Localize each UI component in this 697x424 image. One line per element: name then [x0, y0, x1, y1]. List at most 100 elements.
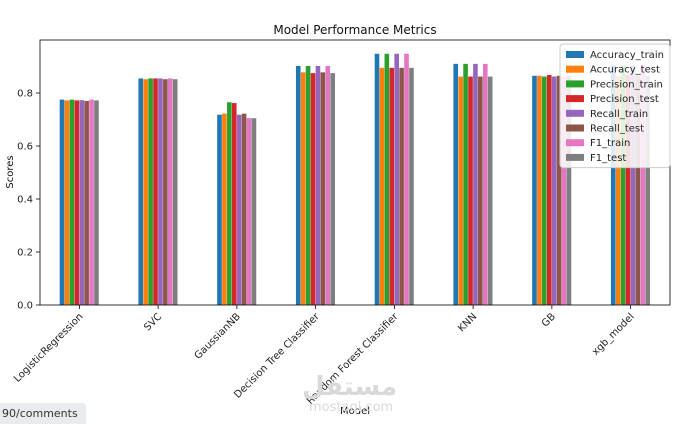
bar-recall-train-2 [236, 114, 242, 305]
legend-label: Precision_test [590, 94, 659, 105]
bar-precision-train-4 [384, 53, 390, 305]
bar-f1-train-3 [325, 65, 331, 305]
bar-precision-train-0 [69, 99, 75, 306]
y-axis: 0.0 0.2 0.4 0.6 0.8 [17, 89, 40, 312]
bar-f1-test-2 [251, 118, 257, 306]
bar-accuracy-train-2 [217, 114, 222, 305]
bar-recall-train-0 [79, 100, 84, 305]
x-category-label: LogisticRegression [12, 311, 85, 384]
bar-accuracy-train-7 [610, 65, 616, 305]
bar-recall-test-0 [84, 100, 89, 305]
bar-accuracy-train-0 [59, 99, 65, 306]
legend-swatch [566, 153, 584, 161]
legend-label: Precision_train [590, 79, 663, 90]
bar-recall-test-5 [478, 76, 483, 305]
bar-recall-test-3 [320, 72, 326, 305]
bar-f1-test-1 [172, 79, 178, 305]
bar-recall-train-7 [630, 65, 636, 305]
bar-accuracy-train-6 [532, 75, 537, 305]
bar-precision-test-0 [74, 100, 80, 305]
bar-precision-train-5 [463, 63, 468, 305]
bar-recall-train-4 [394, 53, 399, 305]
plot-frame [39, 39, 671, 306]
x-category-label: KNN [456, 311, 479, 334]
bar-accuracy-test-1 [143, 79, 148, 305]
bar-precision-train-1 [148, 78, 153, 306]
bar-recall-train-5 [473, 63, 478, 305]
bar-f1-test-4 [409, 67, 414, 305]
legend-label: F1_train [590, 138, 630, 149]
bar-accuracy-test-4 [379, 67, 385, 305]
bar-accuracy-train-5 [453, 63, 459, 305]
watermark-logo: مستقل [302, 372, 398, 402]
bar-precision-train-7 [620, 65, 626, 305]
bar-accuracy-test-5 [458, 76, 463, 305]
bar-recall-test-7 [635, 75, 641, 305]
legend-swatch [566, 80, 584, 88]
x-axis-label: Model [340, 406, 370, 417]
bar-recall-train-1 [158, 78, 163, 306]
bar-precision-train-2 [227, 102, 232, 305]
watermark-url: mostaql.com [309, 400, 394, 415]
bar-accuracy-test-3 [300, 72, 306, 305]
legend-swatch [566, 65, 584, 73]
legend-label: Accuracy_train [590, 50, 664, 61]
bar-precision-test-4 [389, 67, 395, 305]
legend-swatch [566, 109, 584, 117]
legend-label: Accuracy_test [590, 65, 660, 76]
bar-accuracy-train-4 [374, 53, 380, 305]
bars-group [59, 53, 651, 306]
bar-f1-test-5 [487, 76, 493, 305]
bar-accuracy-test-2 [222, 113, 227, 305]
legend-swatch [566, 95, 584, 103]
x-category-label: GB [540, 311, 558, 329]
bar-recall-test-1 [163, 79, 168, 305]
bar-precision-test-5 [468, 76, 473, 305]
bar-recall-test-6 [556, 75, 562, 305]
y-tick-label: 0.6 [17, 142, 33, 153]
bar-f1-test-7 [645, 75, 651, 305]
bar-f1-train-7 [640, 65, 646, 305]
bar-precision-test-1 [153, 78, 158, 306]
bar-accuracy-test-7 [615, 75, 621, 305]
bar-f1-train-0 [89, 99, 94, 306]
y-tick-label: 0.2 [17, 248, 33, 259]
legend-label: Recall_test [590, 124, 644, 135]
bar-accuracy-test-0 [64, 100, 70, 305]
bar-recall-test-4 [399, 67, 404, 305]
bar-f1-test-6 [566, 75, 572, 305]
y-axis-label: Scores [5, 155, 16, 188]
legend-swatch [566, 51, 584, 58]
bar-precision-test-3 [310, 73, 316, 306]
legend: Accuracy_train Accuracy_test Precision_tra… [559, 43, 671, 169]
x-category-label: xgb_model [590, 311, 637, 358]
bar-recall-train-3 [315, 65, 321, 305]
bar-precision-test-7 [625, 74, 631, 305]
bar-precision-train-6 [542, 76, 547, 305]
x-category-label: GaussianNB [193, 311, 243, 361]
bar-f1-train-1 [167, 78, 173, 306]
bar-f1-test-3 [330, 73, 336, 306]
y-tick-label: 0.4 [17, 195, 33, 206]
bar-precision-test-6 [546, 74, 552, 305]
bar-f1-test-0 [94, 100, 99, 305]
bar-f1-train-2 [246, 118, 252, 306]
legend-swatch [566, 124, 584, 132]
y-tick-label: 0.8 [17, 89, 33, 100]
bar-precision-test-2 [231, 103, 237, 305]
bar-f1-train-5 [482, 63, 488, 305]
y-tick-label: 0.0 [17, 301, 33, 312]
bar-recall-train-6 [551, 76, 557, 305]
bar-precision-train-3 [305, 65, 311, 305]
bar-recall-test-2 [241, 113, 247, 305]
legend-swatch [566, 139, 584, 147]
bar-accuracy-test-6 [537, 75, 542, 305]
bar-f1-train-6 [561, 76, 567, 305]
bar-accuracy-train-3 [295, 65, 301, 305]
x-category-label: SVC [142, 311, 164, 333]
legend-label: Recall_train [590, 109, 648, 120]
bar-f1-train-4 [404, 53, 409, 305]
url-status-chip: 90/comments [0, 403, 86, 424]
legend-frame [559, 43, 671, 169]
